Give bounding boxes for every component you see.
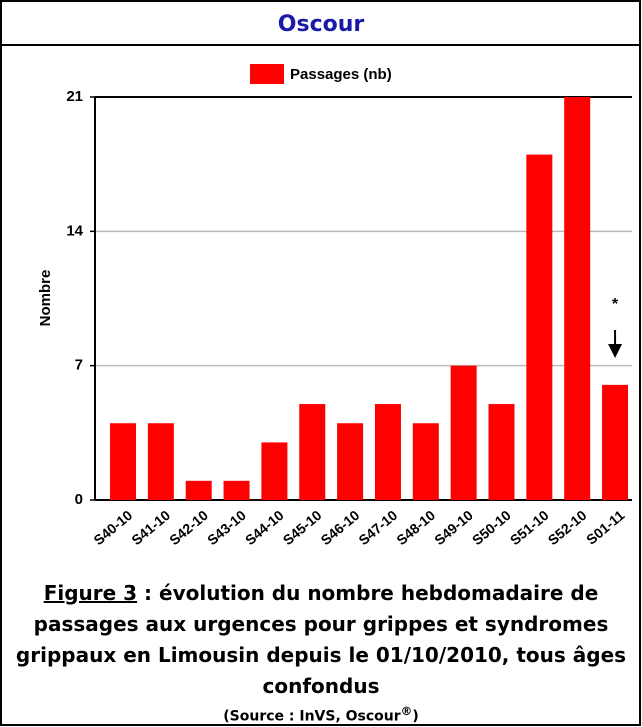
source-text: ) (412, 708, 419, 725)
caption: Figure 3 : évolution du nombre hebdomada… (14, 578, 628, 726)
source: (Source : InVS, Oscour®) (14, 702, 628, 726)
y-tick-label: 21 (66, 88, 83, 105)
annotation: * (612, 296, 619, 313)
bar (147, 423, 174, 500)
bar (261, 442, 288, 500)
legend-swatch (250, 64, 284, 84)
bar (488, 404, 515, 500)
bar (450, 365, 477, 500)
y-tick-label: 7 (75, 357, 83, 374)
bar (223, 480, 250, 500)
bar (337, 423, 364, 500)
bar (185, 480, 212, 500)
figure-label: Figure 3 (43, 581, 138, 605)
y-tick-label: 0 (75, 491, 83, 508)
bar (526, 154, 553, 501)
bar (374, 404, 401, 500)
y-tick-label: 14 (66, 222, 83, 239)
legend-label: Passages (nb) (290, 66, 392, 83)
bar (602, 384, 629, 500)
y-axis-label: Nombre (37, 270, 54, 327)
arrow-head (608, 344, 623, 358)
bar (299, 404, 326, 500)
chart-title: Oscour (278, 12, 365, 37)
source-mark: ® (400, 704, 413, 718)
bar (110, 423, 136, 500)
bar (412, 423, 439, 500)
bar (564, 97, 591, 500)
caption-text: : évolution du nombre hebdomadaire de pa… (15, 581, 627, 698)
source-text: (Source : InVS, Oscour (223, 708, 401, 725)
